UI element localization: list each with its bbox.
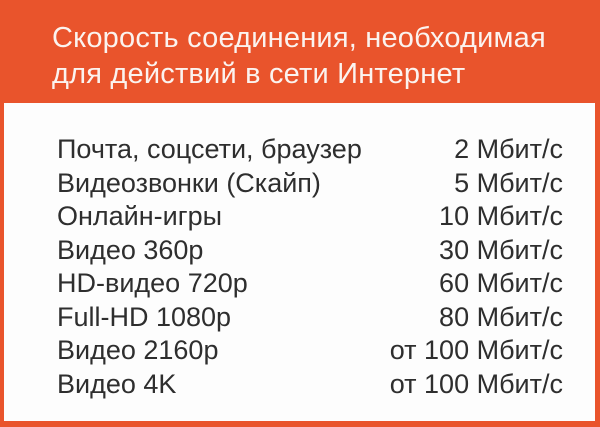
table-row: Видеозвонки (Скайп) 5 Мбит/с	[57, 167, 563, 201]
activity-label: Видео 4K	[57, 368, 177, 399]
page-title: Скорость соединения, необходимая для дей…	[52, 20, 570, 92]
speed-value: 10 Мбит/с	[439, 201, 563, 231]
activity-label: Видео 360p	[57, 234, 204, 265]
page-title-line1: Скорость соединения, необходимая	[52, 22, 546, 54]
table-row: Full-HD 1080p 80 Мбит/с	[57, 301, 563, 335]
activity-label: Full-HD 1080p	[57, 301, 232, 332]
speed-value: 60 Мбит/с	[439, 268, 563, 298]
speed-value: от 100 Мбит/с	[389, 335, 563, 365]
speed-value: от 100 Мбит/с	[389, 368, 563, 399]
activity-label: Видео 2160p	[57, 335, 219, 365]
speed-value: 2 Мбит/с	[454, 134, 563, 164]
table-row: Почта, соцсети, браузер 2 Мбит/с	[57, 133, 563, 167]
table-row: Видео 4K от 100 Мбит/с	[57, 368, 563, 402]
speed-value: 5 Мбит/с	[454, 167, 563, 198]
activity-label: Видеозвонки (Скайп)	[57, 167, 321, 198]
activity-label: Онлайн-игры	[57, 201, 223, 231]
speed-value: 80 Мбит/с	[439, 301, 563, 332]
table-row: Онлайн-игры 10 Мбит/с	[57, 200, 563, 234]
activity-label: HD-видео 720p	[57, 268, 248, 298]
activity-label: Почта, соцсети, браузер	[57, 134, 362, 164]
table-row: Видео 2160p от 100 Мбит/с	[57, 334, 563, 368]
table-row: HD-видео 720p 60 Мбит/с	[57, 267, 563, 301]
speed-value: 30 Мбит/с	[439, 234, 563, 265]
header: Скорость соединения, необходимая для дей…	[0, 0, 600, 103]
speed-table: Почта, соцсети, браузер 2 Мбит/с Видеозв…	[4, 103, 595, 421]
page-title-line2: для действий в сети Интернет	[52, 58, 466, 90]
table-row: Видео 360p 30 Мбит/с	[57, 234, 563, 268]
